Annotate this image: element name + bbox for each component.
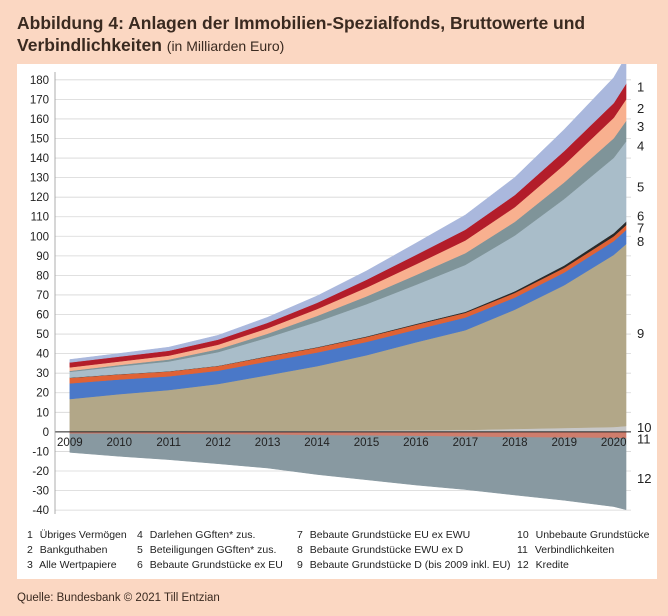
series-label-2: 2 <box>637 101 644 116</box>
legend-number: 2 <box>27 544 33 556</box>
legend-item-11: 11 Verbindlichkeiten <box>517 544 614 557</box>
x-tick-label: 2015 <box>354 437 380 449</box>
legend-label: Bebaute Grundstücke EU ex EWU <box>306 529 471 541</box>
legend-item-10: 10 Unbebaute Grundstücke <box>517 529 649 542</box>
x-tick-label: 2011 <box>156 437 181 449</box>
y-tick-label: -40 <box>32 505 49 517</box>
legend-label: Verbindlichkeiten <box>531 544 615 556</box>
x-tick-label: 2013 <box>255 437 281 449</box>
legend-number: 3 <box>27 559 33 571</box>
legend-label: Bebaute Grundstücke D (bis 2009 inkl. EU… <box>306 559 511 571</box>
x-tick-label: 2017 <box>453 437 479 449</box>
series-label-11: 11 <box>637 432 651 447</box>
y-tick-label: 90 <box>36 251 49 263</box>
legend-number: 11 <box>517 544 528 556</box>
legend-number: 4 <box>137 529 143 541</box>
x-tick-label: 2009 <box>57 437 83 449</box>
y-tick-label: 80 <box>36 270 49 282</box>
legend-label: Beteiligungen GGften* zus. <box>146 544 277 556</box>
series-label-9: 9 <box>637 326 644 341</box>
legend-item-7: 7 Bebaute Grundstücke EU ex EWU <box>297 529 470 542</box>
y-tick-label: 180 <box>30 75 49 87</box>
legend-label: Darlehen GGften* zus. <box>146 529 256 541</box>
source-note: Quelle: Bundesbank © 2021 Till Entzian <box>17 592 220 604</box>
x-tick-label: 2020 <box>601 437 627 449</box>
legend-number: 6 <box>137 559 143 571</box>
legend-number: 9 <box>297 559 303 571</box>
title-line-2: Verbindlichkeiten (in Milliarden Euro) <box>17 34 657 57</box>
series-label-3: 3 <box>637 119 644 134</box>
x-tick-label: 2019 <box>551 437 577 449</box>
legend-number: 10 <box>517 529 529 541</box>
y-tick-label: 110 <box>31 212 49 224</box>
legend-item-1: 1 Übriges Vermögen <box>27 529 127 542</box>
legend-number: 1 <box>27 529 33 541</box>
series-label-1: 1 <box>637 80 644 95</box>
x-tick-label: 2016 <box>403 437 429 449</box>
series-label-4: 4 <box>637 138 644 153</box>
legend: 1 Übriges Vermögen 2 Bankguthaben 3 Alle W… <box>27 529 657 577</box>
legend-item-9: 9 Bebaute Grundstücke D (bis 2009 inkl. … <box>297 559 511 572</box>
legend-number: 8 <box>297 544 303 556</box>
x-tick-label: 2018 <box>502 437 528 449</box>
legend-label: Übriges Vermögen <box>36 529 127 541</box>
series-label-5: 5 <box>637 179 644 194</box>
series-area-12 <box>69 433 627 511</box>
chart-panel: -40 -30 -20 -10 0 10 20 30 40 50 60 70 80 90 100 110 120… <box>17 55 657 579</box>
y-tick-label: -20 <box>32 466 49 478</box>
legend-item-8: 8 Bebaute Grundstücke EWU ex D <box>297 544 463 557</box>
y-tick-label: 60 <box>36 310 49 322</box>
x-tick-label: 2012 <box>205 437 231 449</box>
y-tick-label: 10 <box>36 407 49 419</box>
y-tick-label: 120 <box>30 192 49 204</box>
legend-label: Unbebaute Grundstücke <box>532 529 650 541</box>
legend-number: 7 <box>297 529 303 541</box>
legend-label: Alle Wertpapiere <box>36 559 117 571</box>
y-tick-label: 100 <box>30 231 49 243</box>
series-label-6: 6 <box>637 209 644 224</box>
legend-label: Bebaute Grundstücke ex EU <box>146 559 283 571</box>
y-tick-label: 70 <box>36 290 49 302</box>
legend-number: 12 <box>517 559 529 571</box>
y-tick-label: 0 <box>43 427 49 439</box>
chart-title: Abbildung 4: Anlagen der Immobilien-Spez… <box>17 12 657 57</box>
legend-item-3: 3 Alle Wertpapiere <box>27 559 117 572</box>
legend-label: Kredite <box>532 559 569 571</box>
x-tick-label: 2014 <box>304 437 330 449</box>
y-tick-label: -10 <box>32 446 49 458</box>
title-unit: (in Milliarden Euro) <box>166 38 285 54</box>
legend-item-4: 4 Darlehen GGften* zus. <box>137 529 255 542</box>
y-tick-label: 20 <box>36 388 49 400</box>
title-line-2-text: Verbindlichkeiten <box>17 35 162 55</box>
legend-item-2: 2 Bankguthaben <box>27 544 108 557</box>
y-tick-label: 130 <box>30 173 49 185</box>
title-line-1: Abbildung 4: Anlagen der Immobilien-Spez… <box>17 13 586 33</box>
x-tick-label: 2010 <box>106 437 132 449</box>
legend-item-12: 12 Kredite <box>517 559 569 572</box>
y-tick-label: 50 <box>36 329 49 341</box>
y-tick-label: 40 <box>36 349 49 361</box>
stacked-area-chart: -40-30-20-100102030405060708090100110120… <box>30 55 651 517</box>
legend-item-6: 6 Bebaute Grundstücke ex EU <box>137 559 283 572</box>
series-label-10: 10 <box>637 420 651 435</box>
y-tick-label: 30 <box>36 368 49 380</box>
y-tick-label: 150 <box>30 133 49 145</box>
series-label-7: 7 <box>637 220 644 235</box>
y-tick-label: 160 <box>30 114 49 126</box>
legend-item-5: 5 Beteiligungen GGften* zus. <box>137 544 276 557</box>
legend-label: Bankguthaben <box>36 544 108 556</box>
legend-label: Bebaute Grundstücke EWU ex D <box>306 544 464 556</box>
series-label-12: 12 <box>637 471 651 486</box>
y-tick-label: -30 <box>32 486 49 498</box>
y-tick-label: 170 <box>30 94 49 106</box>
legend-number: 5 <box>137 544 143 556</box>
series-label-8: 8 <box>637 234 644 249</box>
y-tick-label: 140 <box>30 153 49 165</box>
